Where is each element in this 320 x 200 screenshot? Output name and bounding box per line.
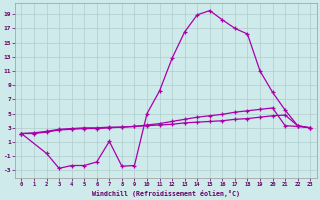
X-axis label: Windchill (Refroidissement éolien,°C): Windchill (Refroidissement éolien,°C) (92, 190, 240, 197)
